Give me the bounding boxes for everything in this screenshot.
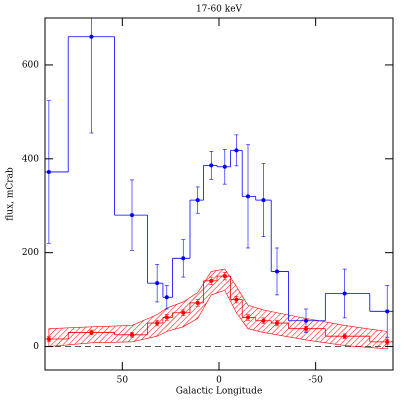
point xyxy=(234,148,239,153)
chart-title: 17-60 keV xyxy=(196,5,243,15)
point xyxy=(261,318,266,323)
point xyxy=(275,269,279,274)
point xyxy=(246,194,250,199)
point xyxy=(155,321,160,326)
frame xyxy=(44,17,394,371)
point xyxy=(261,198,266,203)
point xyxy=(46,169,51,174)
point xyxy=(209,278,214,283)
point xyxy=(304,318,308,323)
x-tick-label: 50 xyxy=(117,376,129,386)
x-axis-label: Galactic Longitude xyxy=(176,387,263,397)
point xyxy=(385,339,390,344)
point xyxy=(89,330,94,335)
point xyxy=(342,291,347,296)
point xyxy=(222,274,227,279)
point xyxy=(246,315,250,320)
point xyxy=(222,164,227,169)
y-tick-label: 600 xyxy=(22,60,39,70)
point xyxy=(89,34,94,39)
point xyxy=(130,213,134,218)
point xyxy=(46,337,51,342)
point xyxy=(181,310,186,315)
point xyxy=(130,332,134,337)
point xyxy=(234,297,239,302)
y-axis-label: flux, mCrab xyxy=(6,167,16,221)
point xyxy=(164,315,169,320)
y-tick-label: 200 xyxy=(22,248,39,258)
band xyxy=(48,268,388,350)
y-tick-label: 0 xyxy=(33,342,39,352)
point xyxy=(181,256,186,261)
x-tick-label: 0 xyxy=(216,376,222,386)
point xyxy=(209,163,214,168)
point xyxy=(342,334,347,339)
point xyxy=(164,295,169,300)
point xyxy=(155,281,160,286)
plot-area xyxy=(45,18,393,350)
point xyxy=(304,326,308,331)
point xyxy=(195,198,200,203)
point xyxy=(275,321,279,326)
y-tick-label: 400 xyxy=(22,154,39,164)
point xyxy=(195,300,200,305)
x-tick-label: -50 xyxy=(308,376,323,386)
point xyxy=(385,309,390,314)
